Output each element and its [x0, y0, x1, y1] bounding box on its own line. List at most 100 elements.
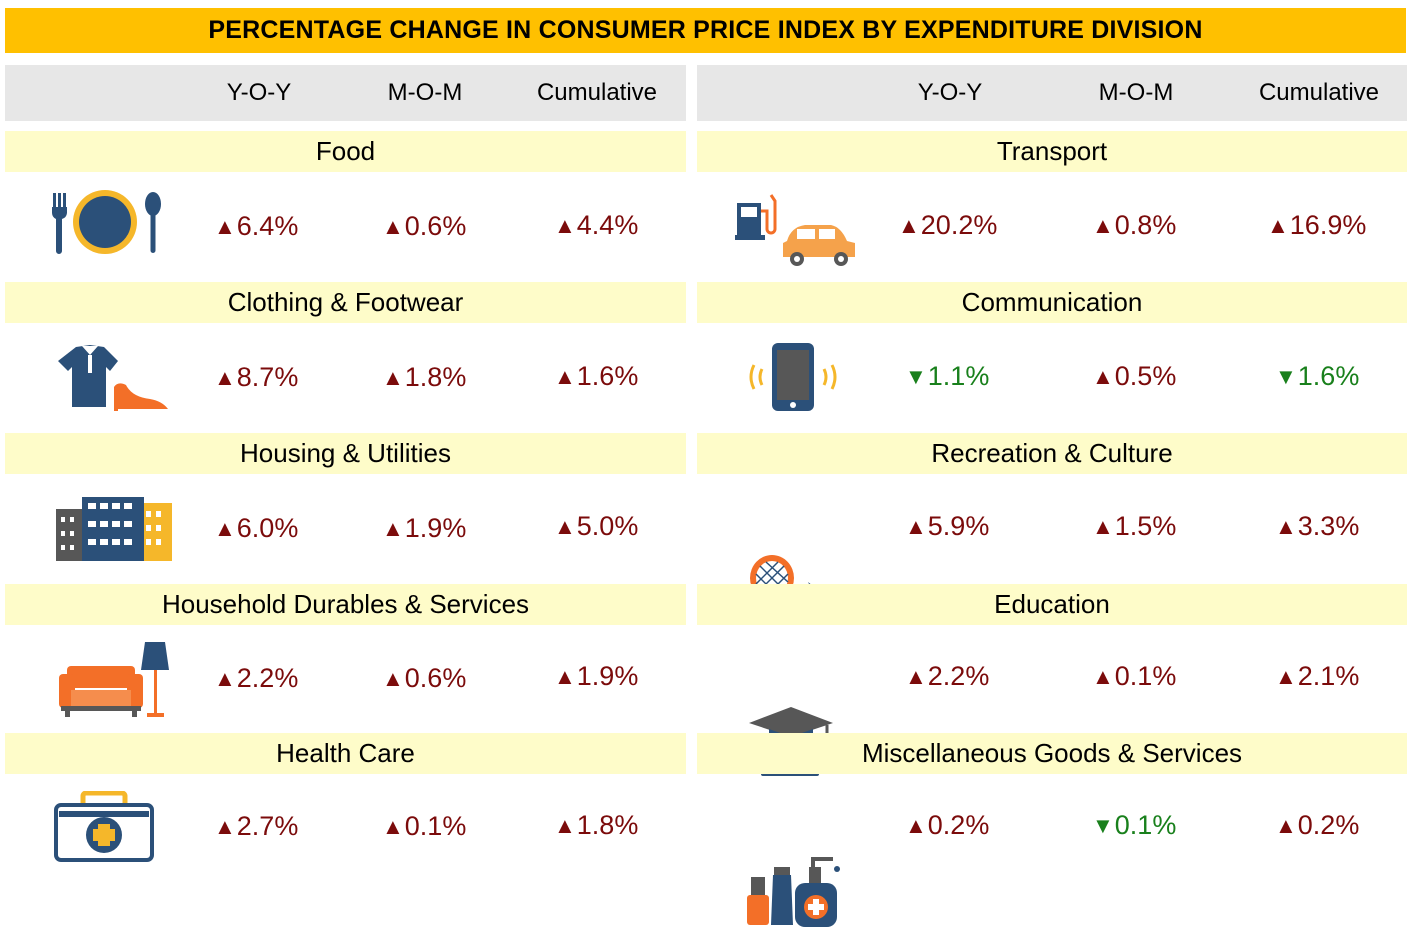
food-yoy-arrow: ▲: [214, 213, 236, 239]
misc-cumulative-arrow: ▲: [1275, 812, 1297, 838]
left-panel: Y-O-Y M-O-M Cumulative Food ▲ 6.4% ▲ 0.6% …: [5, 65, 686, 870]
misc-cumulative-text: 0.2%: [1297, 810, 1360, 840]
misc-yoy-value: ▲ 0.2%: [905, 810, 989, 841]
category-household-durables: Household Durables & Services: [5, 584, 686, 625]
education-mom-value: ▲ 0.1%: [1092, 661, 1176, 692]
health-mom-value: ▲ 0.1%: [382, 811, 466, 842]
communication-cumulative-value: ▼ 1.6%: [1275, 361, 1359, 392]
transport-mom-arrow: ▲: [1092, 212, 1114, 238]
health-cumulative-value: ▲ 1.8%: [554, 810, 638, 841]
misc-yoy-arrow: ▲: [905, 812, 927, 838]
housing-cumulative-arrow: ▲: [554, 513, 576, 539]
recreation-mom-arrow: ▲: [1092, 513, 1114, 539]
transport-mom-text: 0.8%: [1114, 210, 1177, 240]
transport-cumulative-arrow: ▲: [1267, 212, 1289, 238]
misc-cumulative-value: ▲ 0.2%: [1275, 810, 1359, 841]
food-yoy-text: 6.4%: [236, 211, 299, 241]
household-yoy-text: 2.2%: [236, 663, 299, 693]
transport-cumulative-text: 16.9%: [1289, 210, 1367, 240]
category-clothing-footwear: Clothing & Footwear: [5, 282, 686, 323]
plate-cutlery-icon: [52, 190, 161, 254]
recreation-yoy-text: 5.9%: [927, 511, 990, 541]
food-yoy-value: ▲ 6.4%: [214, 211, 298, 242]
recreation-cumulative-value: ▲ 3.3%: [1275, 511, 1359, 542]
transport-cumulative-value: ▲ 16.9%: [1267, 210, 1366, 241]
food-cumulative-text: 4.4%: [576, 210, 639, 240]
clothing-yoy-text: 8.7%: [236, 362, 299, 392]
misc-yoy-text: 0.2%: [927, 810, 990, 840]
transport-mom-value: ▲ 0.8%: [1092, 210, 1176, 241]
communication-yoy-text: 1.1%: [927, 361, 990, 391]
household-cumulative-arrow: ▲: [554, 663, 576, 689]
household-cumulative-text: 1.9%: [576, 661, 639, 691]
fuel-pump-car-icon: [735, 194, 855, 266]
column-header-cumulative: Cumulative: [536, 79, 658, 106]
communication-cumulative-text: 1.6%: [1297, 361, 1360, 391]
education-cumulative-text: 2.1%: [1297, 661, 1360, 691]
housing-yoy-arrow: ▲: [214, 515, 236, 541]
category-recreation-culture: Recreation & Culture: [697, 433, 1407, 474]
food-mom-value: ▲ 0.6%: [382, 211, 466, 242]
health-mom-text: 0.1%: [404, 811, 467, 841]
first-aid-kit-icon: [54, 791, 154, 862]
education-cumulative-arrow: ▲: [1275, 663, 1297, 689]
health-mom-arrow: ▲: [382, 813, 404, 839]
household-mom-text: 0.6%: [404, 663, 467, 693]
communication-mom-arrow: ▲: [1092, 363, 1114, 389]
misc-mom-arrow: ▼: [1092, 812, 1114, 838]
education-yoy-arrow: ▲: [905, 663, 927, 689]
clothing-yoy-arrow: ▲: [214, 364, 236, 390]
misc-mom-text: 0.1%: [1114, 810, 1177, 840]
right-panel: Y-O-Y M-O-M Cumulative Transport ▲ 20.2% …: [697, 65, 1407, 927]
communication-yoy-value: ▼ 1.1%: [905, 361, 989, 392]
household-mom-arrow: ▲: [382, 665, 404, 691]
food-mom-text: 0.6%: [404, 211, 467, 241]
household-yoy-value: ▲ 2.2%: [214, 663, 298, 694]
housing-cumulative-text: 5.0%: [576, 511, 639, 541]
housing-cumulative-value: ▲ 5.0%: [554, 511, 638, 542]
health-cumulative-arrow: ▲: [554, 812, 576, 838]
mobile-phone-icon: [749, 343, 837, 411]
health-yoy-value: ▲ 2.7%: [214, 811, 298, 842]
food-cumulative-arrow: ▲: [554, 212, 576, 238]
category-health-care: Health Care: [5, 733, 686, 774]
education-yoy-value: ▲ 2.2%: [905, 661, 989, 692]
health-yoy-arrow: ▲: [214, 813, 236, 839]
transport-yoy-arrow: ▲: [898, 212, 920, 238]
category-housing-utilities: Housing & Utilities: [5, 433, 686, 474]
category-food: Food: [5, 131, 686, 172]
misc-mom-value: ▼ 0.1%: [1092, 810, 1176, 841]
education-mom-arrow: ▲: [1092, 663, 1114, 689]
household-mom-value: ▲ 0.6%: [382, 663, 466, 694]
column-header-row-right: Y-O-Y M-O-M Cumulative: [697, 65, 1407, 121]
shirt-shoe-icon: [58, 345, 168, 411]
communication-yoy-arrow: ▼: [905, 363, 927, 389]
education-mom-text: 0.1%: [1114, 661, 1177, 691]
household-yoy-arrow: ▲: [214, 665, 236, 691]
education-cumulative-value: ▲ 2.1%: [1275, 661, 1359, 692]
recreation-yoy-arrow: ▲: [905, 513, 927, 539]
toiletries-icon: [747, 857, 840, 927]
communication-mom-text: 0.5%: [1114, 361, 1177, 391]
food-cumulative-value: ▲ 4.4%: [554, 210, 638, 241]
housing-yoy-text: 6.0%: [236, 513, 299, 543]
clothing-mom-arrow: ▲: [382, 364, 404, 390]
buildings-icon: [56, 497, 172, 561]
housing-mom-arrow: ▲: [382, 515, 404, 541]
category-education: Education: [697, 584, 1407, 625]
column-header-yoy: Y-O-Y: [226, 79, 292, 106]
column-header-mom-right: M-O-M: [1098, 79, 1174, 106]
category-transport: Transport: [697, 131, 1407, 172]
clothing-mom-text: 1.8%: [404, 362, 467, 392]
housing-mom-value: ▲ 1.9%: [382, 513, 466, 544]
health-cumulative-text: 1.8%: [576, 810, 639, 840]
category-communication: Communication: [697, 282, 1407, 323]
communication-mom-value: ▲ 0.5%: [1092, 361, 1176, 392]
clothing-mom-value: ▲ 1.8%: [382, 362, 466, 393]
category-miscellaneous: Miscellaneous Goods & Services: [697, 733, 1407, 774]
transport-yoy-text: 20.2%: [920, 210, 998, 240]
column-header-row: Y-O-Y M-O-M Cumulative: [5, 65, 686, 121]
recreation-yoy-value: ▲ 5.9%: [905, 511, 989, 542]
sofa-lamp-icon: [59, 642, 169, 717]
recreation-cumulative-arrow: ▲: [1275, 513, 1297, 539]
